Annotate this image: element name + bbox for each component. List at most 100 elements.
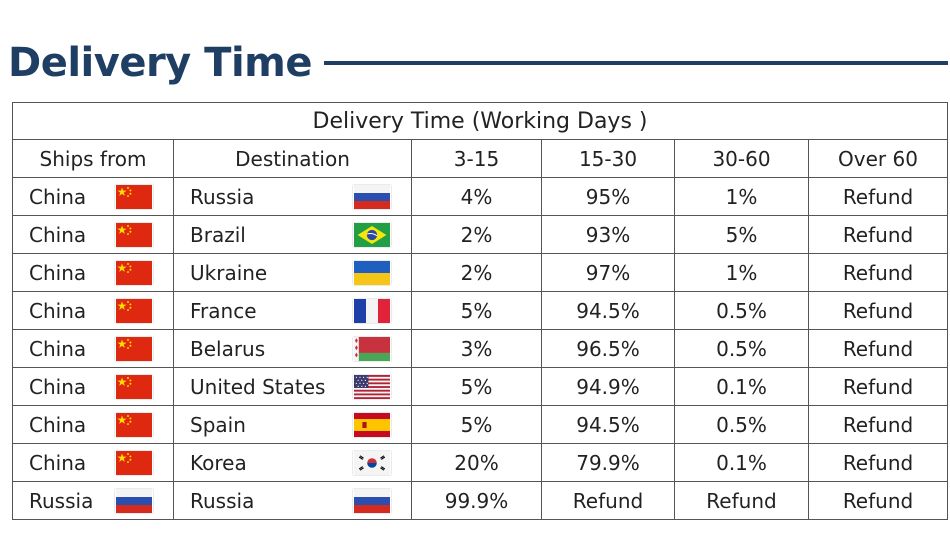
col-header-over-60: Over 60 [807,139,949,178]
destination-cell: United States [173,367,412,406]
destination-cell: France [173,291,412,330]
destination-country: France [190,298,257,323]
destination-country: Belarus [190,336,266,361]
over-60-cell: Refund [807,481,949,520]
pct-15-30-cell: 97% [541,253,675,292]
table-row: Russia Russia 99.9% Refund Refund Refund [12,481,949,520]
table-row: China Spain 5% 94.5% 0.5% Refund [12,405,949,444]
col-header-ships-from: Ships from [12,139,174,178]
ships-from-country: China [29,336,87,361]
ships-from-country: China [29,374,87,399]
pct-3-15-cell: 5% [411,291,542,330]
ships-from-country: China [29,412,87,437]
destination-cell: Russia [173,481,412,520]
pct-30-60-cell: 1% [674,253,809,292]
china-flag-icon [115,222,153,247]
ships-from-cell: China [12,367,174,406]
ships-from-country: China [29,184,87,209]
usa-flag-icon [353,374,391,399]
destination-country: Spain [190,412,246,437]
china-flag-icon [115,374,153,399]
pct-15-30-cell: 94.5% [541,291,675,330]
table-caption: Delivery Time (Working Days ) [11,102,949,140]
col-header-destination: Destination [173,139,412,178]
ships-from-cell: China [12,405,174,444]
spain-flag-icon [353,412,391,437]
pct-3-15-cell: 2% [411,215,542,254]
china-flag-icon [115,412,153,437]
ships-from-cell: China [12,291,174,330]
pct-3-15-cell: 2% [411,253,542,292]
table-row: China Korea 20% 79.9% 0.1% Refund [12,443,949,482]
ships-from-cell: China [12,329,174,368]
pct-15-30-cell: Refund [541,481,675,520]
pct-15-30-cell: 94.9% [541,367,675,406]
table-row: China Russia 4% 95% 1% Refund [12,177,949,216]
russia-flag-icon [115,488,153,513]
pct-15-30-cell: 95% [541,177,675,216]
pct-30-60-cell: 0.1% [674,367,809,406]
col-header-15-30: 15-30 [541,139,675,178]
over-60-cell: Refund [807,177,949,216]
china-flag-icon [115,450,153,475]
table-row: China Belarus 3% 96.5% 0.5% Refund [12,329,949,368]
destination-cell: Spain [173,405,412,444]
destination-country: Russia [190,184,255,209]
pct-30-60-cell: 5% [674,215,809,254]
pct-15-30-cell: 79.9% [541,443,675,482]
title-underline-rule [324,61,948,65]
ships-from-country: China [29,298,87,323]
ships-from-cell: Russia [12,481,174,520]
pct-30-60-cell: Refund [674,481,809,520]
russia-flag-icon [353,184,391,209]
over-60-cell: Refund [807,443,949,482]
china-flag-icon [115,184,153,209]
table-row: China Brazil 2% 93% 5% Refund [12,215,949,254]
ships-from-country: China [29,260,87,285]
pct-30-60-cell: 1% [674,177,809,216]
destination-country: United States [190,374,326,399]
pct-3-15-cell: 5% [411,405,542,444]
destination-cell: Russia [173,177,412,216]
ships-from-country: China [29,222,87,247]
destination-country: Brazil [190,222,246,247]
belarus-flag-icon [353,336,391,361]
ships-from-cell: China [12,253,174,292]
destination-country: Korea [190,450,247,475]
ukraine-flag-icon [353,260,391,285]
destination-cell: Brazil [173,215,412,254]
destination-country: Ukraine [190,260,268,285]
pct-3-15-cell: 4% [411,177,542,216]
ships-from-cell: China [12,215,174,254]
delivery-time-table: Delivery Time (Working Days ) Ships from… [11,102,949,520]
destination-cell: Belarus [173,329,412,368]
pct-30-60-cell: 0.5% [674,405,809,444]
table-row: China United States 5% 94.9% 0.1% Refund [12,367,949,406]
pct-30-60-cell: 0.1% [674,443,809,482]
china-flag-icon [115,298,153,323]
over-60-cell: Refund [807,329,949,368]
over-60-cell: Refund [807,215,949,254]
france-flag-icon [353,298,391,323]
over-60-cell: Refund [807,253,949,292]
ships-from-cell: China [12,443,174,482]
pct-30-60-cell: 0.5% [674,291,809,330]
over-60-cell: Refund [807,367,949,406]
korea-flag-icon [353,450,391,475]
ships-from-country: Russia [29,488,94,513]
ships-from-country: China [29,450,87,475]
pct-15-30-cell: 93% [541,215,675,254]
page-title: Delivery Time [8,40,313,86]
section-header: Delivery Time [8,38,950,88]
pct-3-15-cell: 99.9% [411,481,542,520]
china-flag-icon [115,260,153,285]
pct-15-30-cell: 96.5% [541,329,675,368]
pct-3-15-cell: 20% [411,443,542,482]
destination-cell: Korea [173,443,412,482]
destination-country: Russia [190,488,255,513]
table-row: China Ukraine 2% 97% 1% Refund [12,253,949,292]
russia-flag-icon [353,488,391,513]
pct-15-30-cell: 94.5% [541,405,675,444]
pct-3-15-cell: 5% [411,367,542,406]
destination-cell: Ukraine [173,253,412,292]
